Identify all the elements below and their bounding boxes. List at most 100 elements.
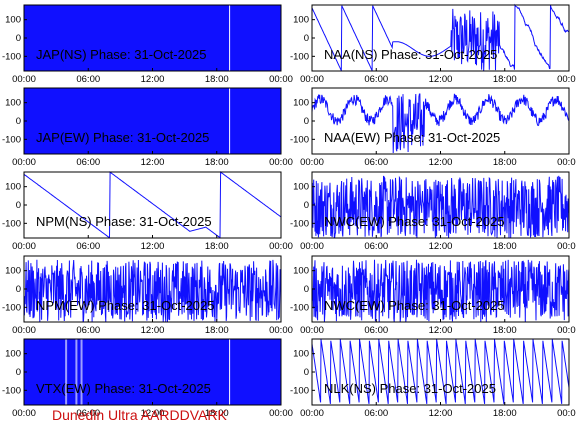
- y-tick-label: -100: [2, 51, 21, 62]
- x-tick-label: 12:00: [429, 408, 453, 419]
- y-tick-label: 0: [304, 367, 309, 378]
- panel-title: JAP(EW) Phase: 31-Oct-2025: [36, 130, 209, 145]
- y-tick-label: 0: [304, 116, 309, 127]
- chart-panel: 100 0 -100 00:00 06:00 12:00 18:00 00:00 NPM(EW)…: [2, 255, 293, 336]
- x-tick-label: 18:00: [493, 408, 517, 419]
- x-tick-label: 00:00: [300, 157, 324, 168]
- x-tick-label: 06:00: [76, 157, 100, 168]
- x-tick-label: 12:00: [429, 325, 453, 336]
- trace-gap: [65, 339, 68, 405]
- trace-gap: [80, 339, 83, 405]
- y-tick-label: -100: [2, 385, 21, 396]
- x-tick-label: 00:00: [557, 74, 576, 85]
- x-tick-label: 00:00: [12, 325, 36, 336]
- x-tick-label: 12:00: [429, 157, 453, 168]
- x-tick-label: 00:00: [557, 408, 576, 419]
- panel-title: NWC(EW) Phase: 31-Oct-2025: [324, 298, 505, 313]
- y-tick-label: -100: [2, 302, 21, 313]
- x-tick-label: 00:00: [269, 408, 293, 419]
- x-tick-label: 06:00: [76, 74, 100, 85]
- x-tick-label: 18:00: [205, 325, 229, 336]
- x-tick-label: 12:00: [141, 241, 165, 252]
- panel-title: NPM(NS) Phase: 31-Oct-2025: [36, 214, 212, 229]
- x-tick-label: 06:00: [364, 241, 388, 252]
- x-tick-label: 12:00: [429, 241, 453, 252]
- y-tick-label: -100: [290, 51, 309, 62]
- x-tick-label: 12:00: [141, 157, 165, 168]
- x-tick-label: 18:00: [205, 241, 229, 252]
- x-tick-label: 18:00: [205, 74, 229, 85]
- panel-title: NAA(NS) Phase: 31-Oct-2025: [324, 47, 497, 62]
- y-tick-label: 0: [16, 367, 21, 378]
- x-tick-label: 00:00: [557, 241, 576, 252]
- y-tick-label: 100: [5, 266, 21, 277]
- y-tick-label: 100: [293, 15, 309, 26]
- x-tick-label: 00:00: [12, 241, 36, 252]
- x-tick-label: 00:00: [557, 325, 576, 336]
- phase-trace-line: [23, 171, 282, 239]
- x-tick-label: 00:00: [269, 74, 293, 85]
- phase-trace-line: [311, 259, 570, 323]
- y-tick-label: -100: [290, 385, 309, 396]
- panel-title: JAP(NS) Phase: 31-Oct-2025: [36, 47, 207, 62]
- trace-gap: [75, 339, 78, 405]
- x-tick-label: 00:00: [12, 74, 36, 85]
- x-tick-label: 00:00: [269, 157, 293, 168]
- x-tick-label: 12:00: [429, 74, 453, 85]
- phase-trace-line: [311, 3, 570, 71]
- panel-title: VTX(EW) Phase: 31-Oct-2025: [36, 381, 211, 396]
- phase-trace-fill: [24, 5, 281, 71]
- y-tick-label: 0: [304, 200, 309, 211]
- x-tick-label: 00:00: [300, 325, 324, 336]
- x-tick-label: 00:00: [12, 408, 36, 419]
- x-tick-label: 18:00: [493, 241, 517, 252]
- x-tick-label: 18:00: [493, 325, 517, 336]
- x-tick-label: 12:00: [141, 408, 165, 419]
- y-tick-label: 0: [304, 284, 309, 295]
- phase-trace-line: [23, 259, 282, 322]
- phase-trace-line: [311, 339, 570, 404]
- x-tick-label: 06:00: [364, 408, 388, 419]
- x-tick-label: 00:00: [12, 157, 36, 168]
- panel-title: NWC(EW) Phase: 31-Oct-2025: [324, 214, 505, 229]
- x-tick-label: 12:00: [141, 325, 165, 336]
- chart-panel: 100 0 -100 00:00 06:00 12:00 18:00 00:00 NPM(NS)…: [2, 171, 293, 252]
- y-tick-label: 100: [5, 15, 21, 26]
- chart-panel: 100 0 -100 00:00 06:00 12:00 18:00 00:00 JAP(EW)…: [2, 87, 293, 168]
- chart-panel: 100 0 -100 00:00 06:00 12:00 18:00 00:00 NWC(EW)…: [290, 255, 576, 336]
- x-tick-label: 06:00: [76, 408, 100, 419]
- phase-trace-line: [311, 175, 570, 239]
- x-tick-label: 00:00: [300, 241, 324, 252]
- y-tick-label: 100: [5, 349, 21, 360]
- x-tick-label: 00:00: [300, 74, 324, 85]
- x-tick-label: 00:00: [269, 325, 293, 336]
- phase-trace-line: [311, 93, 570, 154]
- x-tick-label: 18:00: [205, 408, 229, 419]
- x-tick-label: 06:00: [364, 74, 388, 85]
- x-tick-label: 12:00: [141, 74, 165, 85]
- y-tick-label: 100: [293, 182, 309, 193]
- x-tick-label: 00:00: [269, 241, 293, 252]
- y-tick-label: 0: [16, 116, 21, 127]
- panel-title: NLK(NS) Phase: 31-Oct-2025: [324, 381, 496, 396]
- x-tick-label: 00:00: [557, 157, 576, 168]
- panel-title: NAA(EW) Phase: 31-Oct-2025: [324, 130, 500, 145]
- y-tick-label: 100: [293, 98, 309, 109]
- chart-panel: 100 0 -100 00:00 06:00 12:00 18:00 00:00 NLK(NS)…: [290, 338, 576, 419]
- y-tick-label: 100: [293, 266, 309, 277]
- y-tick-label: 0: [16, 33, 21, 44]
- x-tick-label: 18:00: [493, 157, 517, 168]
- y-tick-label: 0: [304, 33, 309, 44]
- chart-panel: 100 0 -100 00:00 06:00 12:00 18:00 00:00 VTX(EW)…: [2, 338, 293, 419]
- chart-panel: 100 0 -100 00:00 06:00 12:00 18:00 00:00 NAA(EW)…: [290, 87, 576, 168]
- y-tick-label: -100: [290, 218, 309, 229]
- y-tick-label: -100: [290, 302, 309, 313]
- footer-text: Dunedin Ultra AARDDVARK: [52, 407, 227, 423]
- x-tick-label: 06:00: [76, 241, 100, 252]
- x-tick-label: 18:00: [205, 157, 229, 168]
- chart-panel: 100 0 -100 00:00 06:00 12:00 18:00 00:00 NAA(NS)…: [290, 3, 576, 85]
- y-tick-label: 100: [293, 349, 309, 360]
- x-tick-label: 18:00: [493, 74, 517, 85]
